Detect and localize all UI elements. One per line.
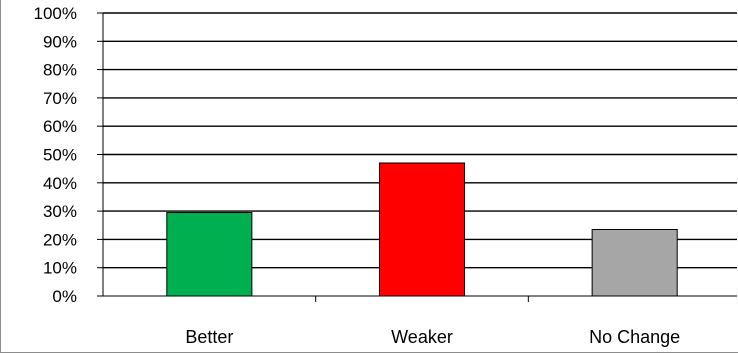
bar-no-change [591, 228, 678, 297]
x-category-label: No Change [589, 327, 680, 347]
y-tick-label: 0% [52, 287, 77, 306]
y-tick-labels: 0% 10% 20% 30% 40% 50% 60% 70% 80% 90% 100% [34, 4, 77, 306]
y-tick-label: 100% [34, 4, 77, 23]
y-tick-label: 30% [43, 202, 77, 221]
x-category-label: Weaker [391, 327, 453, 347]
bar-better [166, 212, 253, 297]
y-tick-label: 70% [43, 89, 77, 108]
axes [97, 12, 737, 302]
y-tick-label: 90% [43, 32, 77, 51]
y-tick-label: 20% [43, 230, 77, 249]
y-tick-label: 10% [43, 259, 77, 278]
y-tick-label: 60% [43, 117, 77, 136]
y-tick-label: 40% [43, 174, 77, 193]
y-tick-label: 50% [43, 146, 77, 165]
y-tick-label: 80% [43, 61, 77, 80]
bar-weaker [378, 162, 466, 297]
x-category-label: Better [185, 327, 233, 347]
x-category-labels: Better Weaker No Change [185, 327, 680, 347]
